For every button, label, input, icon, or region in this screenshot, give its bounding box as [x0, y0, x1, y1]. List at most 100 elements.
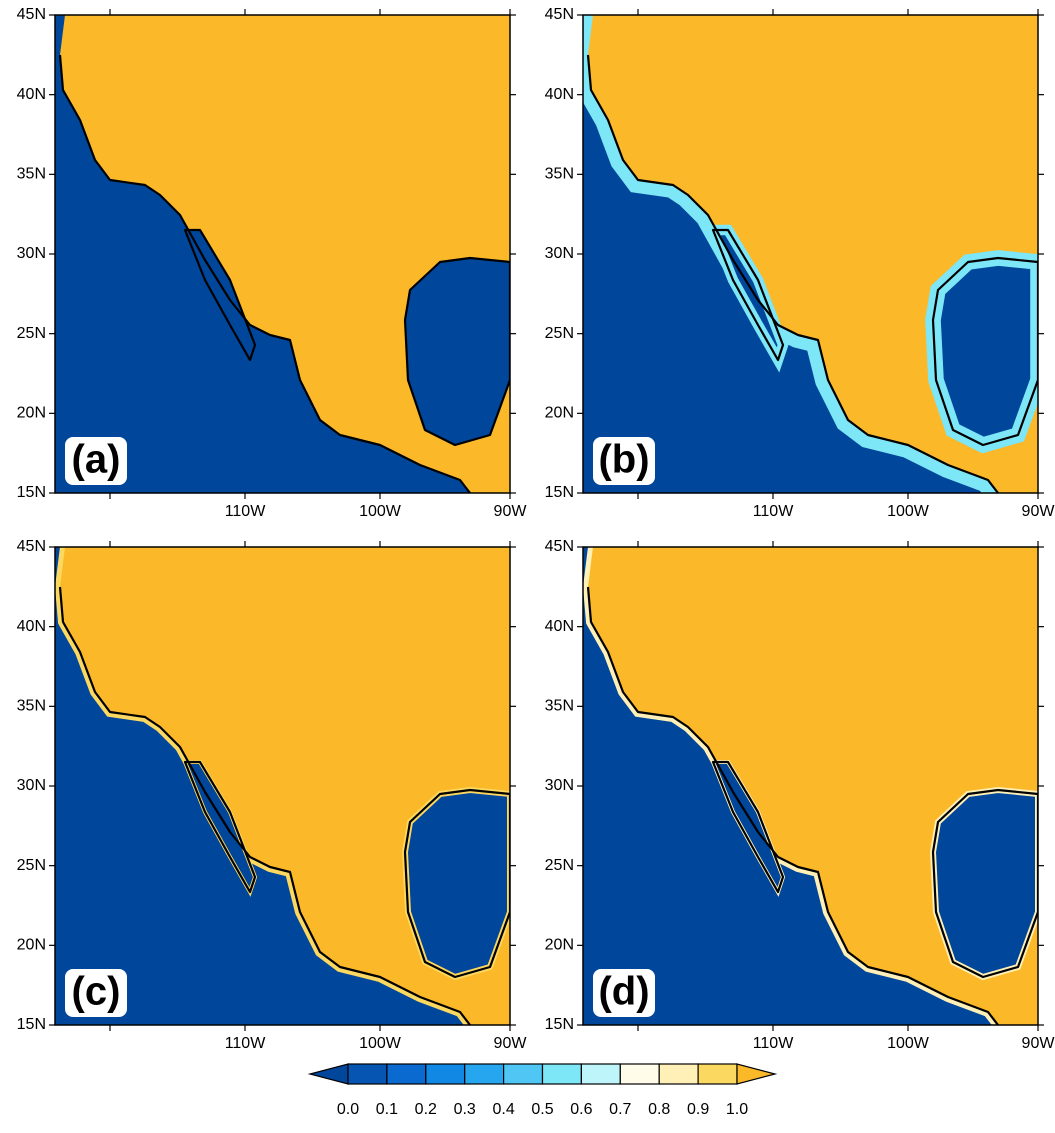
- coastline: [586, 586, 999, 1025]
- map-body: [583, 15, 1038, 493]
- colorbar-under: [307, 1063, 349, 1085]
- colorbar-label: 0.9: [687, 1101, 709, 1118]
- gulf-mexico: [405, 258, 510, 445]
- lat-label: 25N: [17, 857, 46, 874]
- colorbar-box: [580, 1063, 621, 1085]
- panel-label: (d): [598, 970, 649, 1014]
- lat-label: 25N: [17, 325, 46, 342]
- lat-label: 40N: [545, 86, 574, 103]
- colorbar-box: [425, 1063, 466, 1085]
- gulf-california: [185, 762, 255, 892]
- lon-label: 110W: [225, 503, 267, 520]
- lon-label: 90W: [1022, 503, 1055, 520]
- colorbar-label: 0.7: [609, 1101, 631, 1118]
- lon-label: 90W: [1022, 1035, 1055, 1052]
- colorbar-box: [386, 1063, 427, 1085]
- lon-label: 110W: [753, 503, 795, 520]
- label-box: [65, 969, 127, 1017]
- coastline: [58, 54, 471, 493]
- land: [588, 547, 1038, 1025]
- lon-label: 90W: [494, 1035, 528, 1052]
- lat-label: 35N: [545, 698, 574, 715]
- land: [60, 547, 510, 1025]
- gulf-mexico: [933, 258, 1038, 445]
- lat-label: 45N: [17, 538, 46, 555]
- colorbar-label: 0.5: [531, 1101, 553, 1118]
- lon-label: 100W: [887, 503, 930, 520]
- lat-label: 35N: [17, 166, 46, 183]
- coastline: [183, 760, 257, 894]
- lat-label: 20N: [545, 937, 574, 954]
- lat-label: 30N: [17, 777, 46, 794]
- lat-label: 40N: [545, 618, 574, 635]
- label-box: [593, 969, 655, 1017]
- panel-label: (c): [72, 970, 121, 1014]
- panel-label: (b): [598, 438, 649, 482]
- gulf-california: [185, 230, 255, 360]
- map-body: [583, 547, 1038, 1025]
- lat-label: 25N: [545, 857, 574, 874]
- coastline: [403, 788, 510, 979]
- gulf-mexico: [933, 790, 1038, 977]
- coastline: [931, 256, 1038, 447]
- coastline: [403, 256, 510, 447]
- map-panel: 45N 40N 35N 30N 25N 20N 15N 110W 100W 90W (d): [545, 538, 1055, 1052]
- lat-label: 45N: [545, 538, 574, 555]
- lat-label: 15N: [17, 1016, 46, 1033]
- lat-label: 35N: [545, 166, 574, 183]
- lat-label: 45N: [17, 6, 46, 23]
- lat-label: 40N: [17, 86, 46, 103]
- lat-label: 40N: [17, 618, 46, 635]
- colorbar-label: 0.6: [570, 1101, 592, 1118]
- land: [60, 15, 510, 493]
- lat-label: 20N: [545, 405, 574, 422]
- colorbar-box: [503, 1063, 544, 1085]
- lon-label: 110W: [225, 1035, 267, 1052]
- colorbar-label: 0.0: [337, 1101, 359, 1118]
- coastline: [711, 228, 785, 362]
- colorbar-label: 0.3: [454, 1101, 476, 1118]
- lon-label: 90W: [494, 503, 528, 520]
- lon-label: 100W: [887, 1035, 930, 1052]
- colorbar-label: 0.2: [415, 1101, 437, 1118]
- label-box: [65, 437, 127, 485]
- colorbar-box: [619, 1063, 660, 1085]
- map-body: [55, 15, 510, 493]
- lat-label: 20N: [17, 937, 46, 954]
- colorbar-box: [347, 1063, 388, 1085]
- map-panel: 45N 40N 35N 30N 25N 20N 15N 110W 100W 90W (c): [17, 538, 528, 1052]
- coastline: [586, 54, 999, 493]
- colorbar-label: 0.1: [376, 1101, 398, 1118]
- coastline: [183, 228, 257, 362]
- lat-label: 15N: [545, 1016, 574, 1033]
- colorbar-label: 1.0: [726, 1101, 748, 1118]
- lat-label: 30N: [17, 245, 46, 262]
- panel-label: (a): [72, 438, 121, 482]
- coastline: [711, 760, 785, 894]
- map-panel: 45N 40N 35N 30N 25N 20N 15N 110W 100W 90W (b): [545, 6, 1055, 520]
- lat-label: 20N: [17, 405, 46, 422]
- map-body: [55, 547, 510, 1025]
- lon-label: 110W: [753, 1035, 795, 1052]
- coastline: [931, 788, 1038, 979]
- colorbar-label: 0.8: [648, 1101, 670, 1118]
- colorbar-box: [658, 1063, 699, 1085]
- lat-label: 30N: [545, 777, 574, 794]
- colorbar-over: [736, 1063, 778, 1085]
- lat-label: 35N: [17, 698, 46, 715]
- colorbar: 0.0 0.1 0.2 0.3 0.4 0.5 0.6 0.7 0.8 0.9 1.0: [307, 1063, 778, 1118]
- lat-label: 45N: [545, 6, 574, 23]
- gulf-california: [713, 762, 783, 892]
- label-box: [593, 437, 655, 485]
- colorbar-box: [541, 1063, 583, 1085]
- lat-label: 15N: [545, 484, 574, 501]
- colorbar-box: [697, 1063, 738, 1085]
- colorbar-box: [464, 1063, 505, 1085]
- lon-label: 100W: [359, 1035, 402, 1052]
- lon-label: 100W: [359, 503, 402, 520]
- coastline: [58, 586, 471, 1025]
- lat-label: 15N: [17, 484, 46, 501]
- lat-label: 25N: [545, 325, 574, 342]
- lat-label: 30N: [545, 245, 574, 262]
